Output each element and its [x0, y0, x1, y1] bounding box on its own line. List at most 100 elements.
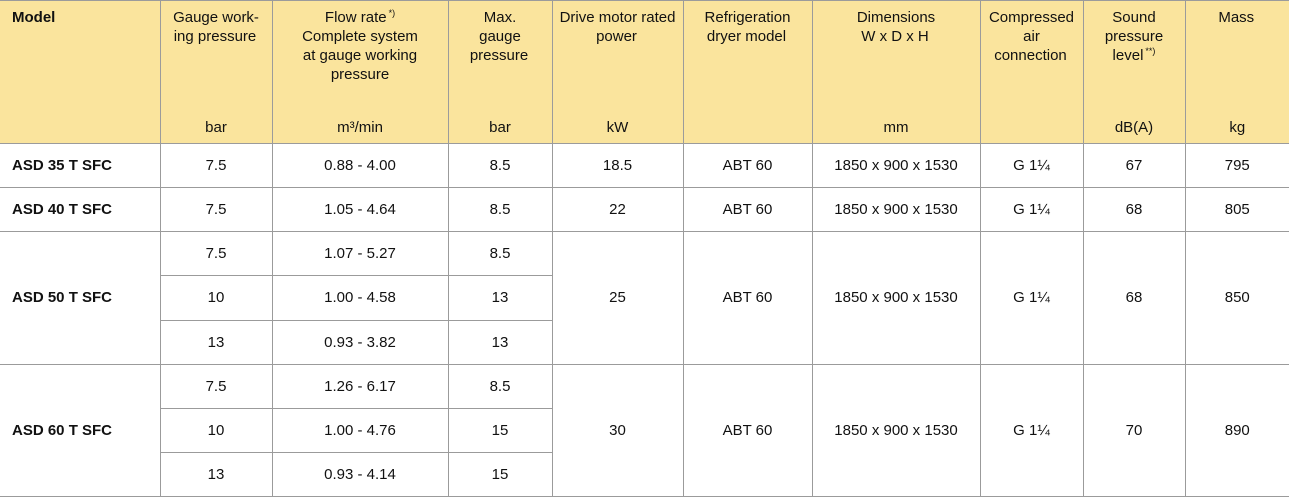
cell-air-connection: G 1¼ [980, 231, 1084, 365]
table-row: ASD 35 T SFC 7.5 0.88 - 4.00 8.5 18.5 AB… [0, 143, 1289, 189]
column-title-text: Compressed air connection [988, 9, 1075, 64]
header-cell-content: Model [0, 1, 160, 143]
cell-max-gauge-pressure: 8.5 [448, 187, 553, 233]
column-header-dryer-model: Refrigeration dryer model [683, 0, 813, 144]
cell-sound-level: 70 [1083, 364, 1186, 497]
cell-air-connection: G 1¼ [980, 187, 1084, 233]
column-header-max-gauge-pressure: Max. gauge pressure bar [448, 0, 553, 144]
cell-air-connection: G 1¼ [980, 143, 1084, 189]
cell-flow-rate: 0.93 - 4.14 [272, 452, 449, 497]
cell-flow-rate: 1.07 - 5.27 [272, 231, 449, 277]
header-cell-content: Flow rate *) Complete system at gauge work… [273, 1, 448, 143]
column-title: Gauge work- ing pressure [173, 8, 259, 46]
column-header-sound-level: Sound pressure level **) dB(A) [1083, 0, 1186, 144]
cell-gauge-pressure: 7.5 [160, 143, 273, 189]
column-title: Dimensions W x D x H [857, 8, 935, 46]
column-title: Sound pressure level **) [1105, 8, 1163, 65]
column-unit: dB(A) [1114, 119, 1154, 136]
column-title-text: Sound pressure level [1104, 9, 1164, 64]
column-unit: kg [1229, 119, 1246, 136]
cell-motor-power: 30 [552, 364, 684, 497]
cell-gauge-pressure: 10 [160, 275, 273, 321]
column-title-text: Flow rate [324, 9, 387, 26]
column-title-text: Model [12, 9, 56, 26]
header-cell-content: Mass kg [1186, 1, 1289, 143]
cell-air-connection: G 1¼ [980, 364, 1084, 497]
table-row: 13 0.93 - 4.14 15 [0, 452, 1289, 497]
header-row: Model Gauge work- ing pressure bar Flow … [0, 0, 1289, 144]
cell-model: ASD 60 T SFC [0, 364, 161, 497]
column-title: Flow rate *) Complete system at gauge work… [302, 8, 418, 84]
cell-flow-rate: 1.05 - 4.64 [272, 187, 449, 233]
column-title-text: Dimensions W x D x H [856, 9, 936, 45]
cell-dryer-model: ABT 60 [683, 143, 813, 189]
cell-dimensions: 1850 x 900 x 1530 [812, 364, 981, 497]
cell-max-gauge-pressure: 8.5 [448, 231, 553, 277]
cell-mass: 805 [1185, 187, 1289, 233]
column-title-text: Refrigeration dryer model [704, 9, 791, 45]
cell-mass: 850 [1185, 231, 1289, 365]
cell-motor-power: 18.5 [552, 143, 684, 189]
column-title: Drive motor rated power [560, 8, 676, 46]
column-subtitle-text: Complete system at gauge working pressur… [302, 28, 418, 83]
column-title: Max. gauge pressure [470, 8, 530, 65]
cell-model: ASD 50 T SFC [0, 231, 161, 365]
cell-dryer-model: ABT 60 [683, 364, 813, 497]
column-title: Model [12, 8, 57, 27]
header-cell-content: Max. gauge pressure bar [449, 1, 552, 143]
column-header-mass: Mass kg [1185, 0, 1289, 144]
cell-flow-rate: 0.88 - 4.00 [272, 143, 449, 189]
cell-gauge-pressure: 13 [160, 320, 273, 365]
column-title: Compressed air connection [989, 8, 1074, 65]
cell-flow-rate: 1.00 - 4.58 [272, 275, 449, 321]
cell-dimensions: 1850 x 900 x 1530 [812, 143, 981, 189]
footnote-marker: **) [1145, 46, 1156, 56]
table-row: ASD 50 T SFC 7.5 1.07 - 5.27 8.5 25 ABT … [0, 231, 1289, 365]
table-row: 13 0.93 - 3.82 13 [0, 320, 1289, 365]
cell-dimensions: 1850 x 900 x 1530 [812, 231, 981, 365]
column-unit: mm [883, 119, 909, 136]
cell-dryer-model: ABT 60 [683, 231, 813, 365]
column-unit: kW [606, 119, 629, 136]
cell-model: ASD 40 T SFC [0, 187, 161, 233]
header-cell-content: Compressed air connection [981, 1, 1083, 143]
cell-gauge-pressure: 7.5 [160, 231, 273, 277]
column-title-text: Drive motor rated power [559, 9, 676, 45]
cell-gauge-pressure: 7.5 [160, 187, 273, 233]
table-row: ASD 60 T SFC 7.5 1.26 - 6.17 8.5 30 ABT … [0, 364, 1289, 497]
table-body: ASD 35 T SFC 7.5 0.88 - 4.00 8.5 18.5 AB… [0, 143, 1289, 497]
column-title-text: Max. gauge pressure [469, 9, 529, 64]
column-header-flow-rate: Flow rate *) Complete system at gauge work… [272, 0, 449, 144]
column-unit: m³/min [337, 119, 383, 136]
column-header-gauge-pressure: Gauge work- ing pressure bar [160, 0, 273, 144]
cell-max-gauge-pressure: 13 [448, 320, 553, 365]
column-title-text: Gauge work- ing pressure [173, 9, 259, 45]
column-title: Mass [1218, 8, 1256, 27]
footnote-marker: *) [388, 8, 396, 18]
column-title: Refrigeration dryer model [705, 8, 791, 46]
cell-sound-level: 68 [1083, 187, 1186, 233]
column-header-air-connection: Compressed air connection [980, 0, 1084, 144]
cell-model: ASD 35 T SFC [0, 143, 161, 189]
table-header: Model Gauge work- ing pressure bar Flow … [0, 0, 1289, 144]
cell-gauge-pressure: 13 [160, 452, 273, 497]
cell-flow-rate: 1.26 - 6.17 [272, 364, 449, 409]
column-unit: bar [205, 119, 227, 136]
cell-max-gauge-pressure: 13 [448, 275, 553, 321]
cell-max-gauge-pressure: 15 [448, 408, 553, 453]
column-header-dimensions: Dimensions W x D x H mm [812, 0, 981, 144]
cell-mass: 795 [1185, 143, 1289, 189]
cell-gauge-pressure: 7.5 [160, 364, 273, 409]
column-header-motor-power: Drive motor rated power kW [552, 0, 684, 144]
table-row: ASD 40 T SFC 7.5 1.05 - 4.64 8.5 22 ABT … [0, 187, 1289, 233]
cell-gauge-pressure: 10 [160, 408, 273, 453]
header-cell-content: Drive motor rated power kW [553, 1, 683, 143]
cell-max-gauge-pressure: 8.5 [448, 364, 553, 409]
column-header-model: Model [0, 0, 161, 144]
cell-dimensions: 1850 x 900 x 1530 [812, 187, 981, 233]
table-row: 10 1.00 - 4.58 13 [0, 275, 1289, 321]
cell-motor-power: 22 [552, 187, 684, 233]
header-cell-content: Dimensions W x D x H mm [813, 1, 980, 143]
cell-dryer-model: ABT 60 [683, 187, 813, 233]
